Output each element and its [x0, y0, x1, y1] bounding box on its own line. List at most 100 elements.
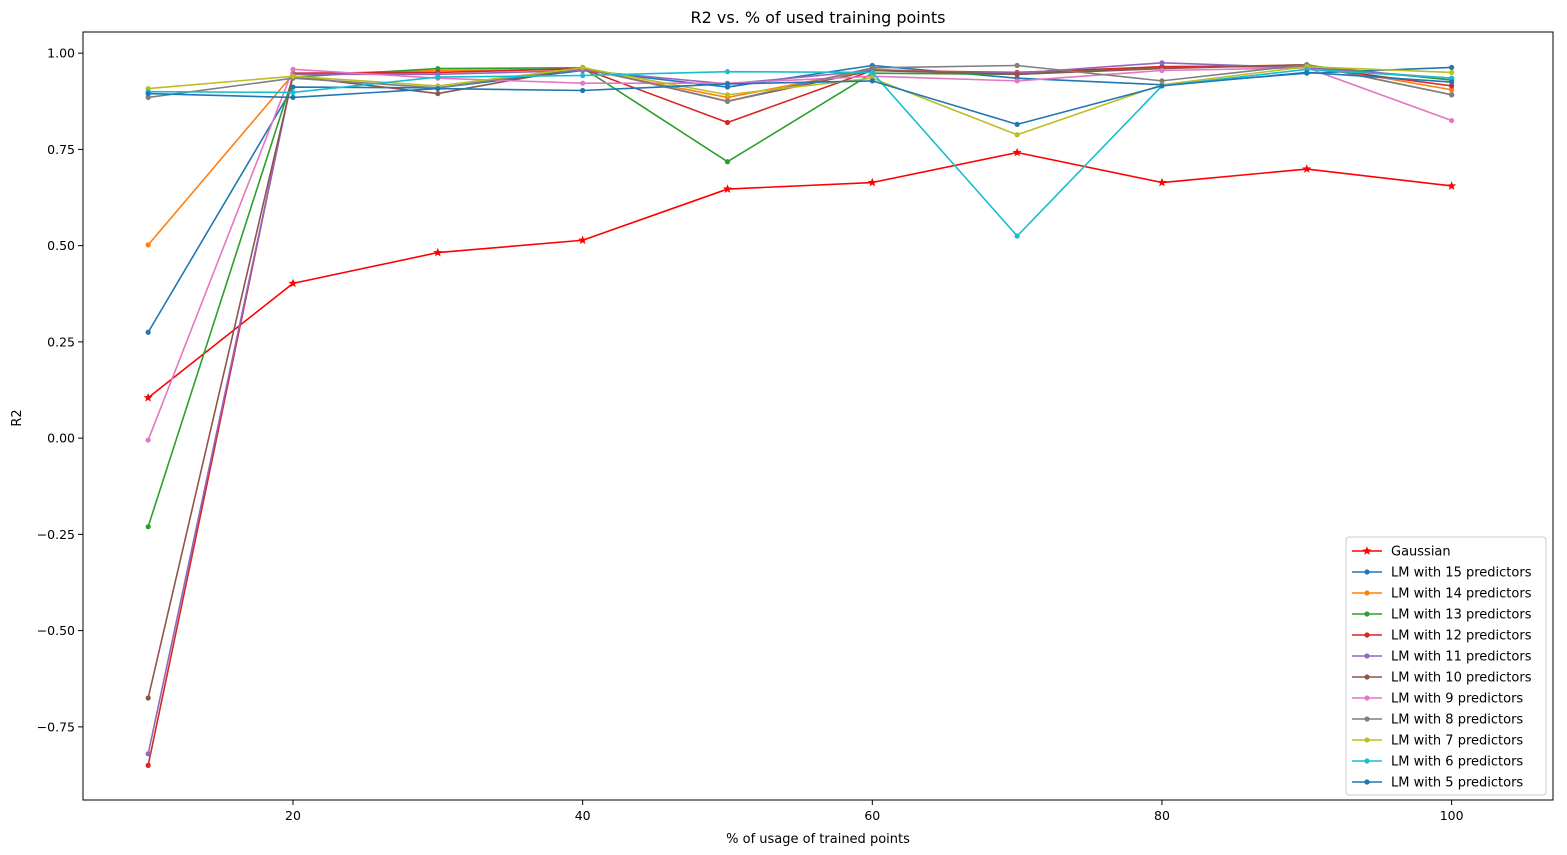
legend-item: Gaussian — [1352, 545, 1451, 560]
data-point — [145, 90, 151, 97]
data-point — [1302, 164, 1312, 173]
legend-label: LM with 15 predictors — [1391, 566, 1532, 581]
data-point — [1014, 78, 1020, 84]
y-tick-label: 0.50 — [47, 238, 75, 253]
legend-label: LM with 13 predictors — [1391, 608, 1532, 623]
data-point — [1447, 181, 1457, 190]
data-point — [290, 84, 296, 90]
data-point — [580, 87, 586, 94]
y-tick-label: −0.50 — [37, 623, 75, 638]
y-tick-label: −0.25 — [37, 527, 75, 542]
x-tick-label: 60 — [864, 808, 880, 823]
legend-label: LM with 6 predictors — [1391, 755, 1523, 770]
y-axis: −0.75 −0.50 −0.25 0.00 0.25 0.50 0.75 1.00 — [37, 46, 83, 734]
plot-frame — [82, 31, 1554, 801]
data-point — [290, 66, 296, 72]
x-axis-label: % of usage of trained points — [726, 832, 910, 847]
legend-marker — [1364, 611, 1370, 617]
data-point — [1159, 83, 1165, 89]
legend-label: LM with 9 predictors — [1391, 692, 1523, 707]
data-point — [869, 65, 875, 71]
data-point — [724, 81, 731, 87]
data-point — [1449, 69, 1455, 76]
data-point — [867, 177, 877, 187]
data-point — [724, 92, 731, 98]
legend-marker — [1364, 737, 1370, 743]
legend-label: LM with 14 predictors — [1391, 587, 1532, 602]
legend-marker — [1364, 695, 1370, 701]
series-0 — [143, 147, 1457, 402]
series-line — [148, 68, 1452, 237]
legend-marker — [1364, 758, 1370, 764]
y-tick-label: 1.00 — [47, 46, 75, 61]
data-point — [1304, 69, 1310, 76]
legend-item: LM with 11 predictors — [1352, 650, 1532, 665]
legend-item: LM with 14 predictors — [1352, 587, 1532, 602]
y-tick-label: 0.00 — [47, 431, 75, 446]
data-point — [1449, 92, 1455, 98]
series-line — [148, 65, 1452, 136]
legend-label: LM with 7 predictors — [1391, 734, 1523, 749]
legend-marker — [1362, 546, 1372, 555]
data-point — [580, 80, 586, 86]
data-point — [145, 751, 151, 757]
data-point — [143, 392, 153, 402]
legend-item: LM with 6 predictors — [1352, 755, 1523, 770]
y-tick-label: 0.75 — [47, 142, 75, 157]
legend-marker — [1364, 590, 1370, 596]
series-line — [147, 67, 1452, 441]
legend-item: LM with 9 predictors — [1352, 692, 1523, 707]
data-point — [1014, 132, 1020, 138]
data-point — [145, 242, 151, 248]
series-line — [148, 71, 1452, 126]
data-point — [1159, 78, 1165, 84]
data-point — [869, 69, 875, 76]
data-point — [580, 72, 586, 79]
legend-label: LM with 12 predictors — [1391, 629, 1532, 644]
data-point — [435, 74, 441, 80]
legend-label: LM with 10 predictors — [1391, 671, 1532, 686]
data-point — [580, 65, 586, 71]
data-point — [1012, 147, 1022, 157]
data-point — [1449, 83, 1455, 89]
legend-marker — [1364, 569, 1370, 575]
data-point — [1449, 64, 1455, 71]
legend-item: LM with 12 predictors — [1352, 629, 1532, 644]
data-point — [288, 278, 298, 288]
legend-box — [1345, 536, 1547, 796]
legend-item: LM with 5 predictors — [1352, 776, 1523, 791]
x-tick-label: 100 — [1440, 808, 1464, 823]
data-point — [145, 762, 151, 768]
data-point — [1014, 233, 1020, 239]
data-point — [145, 94, 151, 101]
data-point — [724, 98, 731, 104]
data-point — [724, 69, 731, 75]
legend-item: LM with 10 predictors — [1352, 671, 1532, 686]
data-point — [1159, 60, 1165, 66]
x-tick-label: 20 — [285, 808, 301, 823]
legend-marker — [1364, 632, 1370, 638]
y-axis-label: R2 — [10, 409, 25, 426]
data-point — [290, 89, 296, 96]
data-point — [1159, 67, 1165, 74]
data-point — [724, 119, 731, 126]
data-point — [1157, 177, 1167, 187]
data-point — [1449, 87, 1455, 93]
data-point — [724, 159, 731, 165]
data-point — [435, 90, 441, 97]
legend-item: LM with 8 predictors — [1352, 713, 1523, 728]
legend-label: LM with 5 predictors — [1391, 776, 1523, 791]
data-point — [1449, 79, 1455, 85]
data-point — [145, 329, 151, 335]
data-point — [578, 235, 588, 245]
legend-item: LM with 13 predictors — [1352, 608, 1532, 623]
data-point — [435, 85, 441, 92]
x-tick-label: 80 — [1154, 808, 1170, 823]
data-point — [145, 437, 151, 443]
data-point — [722, 184, 733, 193]
data-point — [433, 247, 443, 257]
data-point — [1014, 71, 1020, 77]
data-point — [145, 524, 151, 530]
series-layer — [143, 60, 1457, 768]
